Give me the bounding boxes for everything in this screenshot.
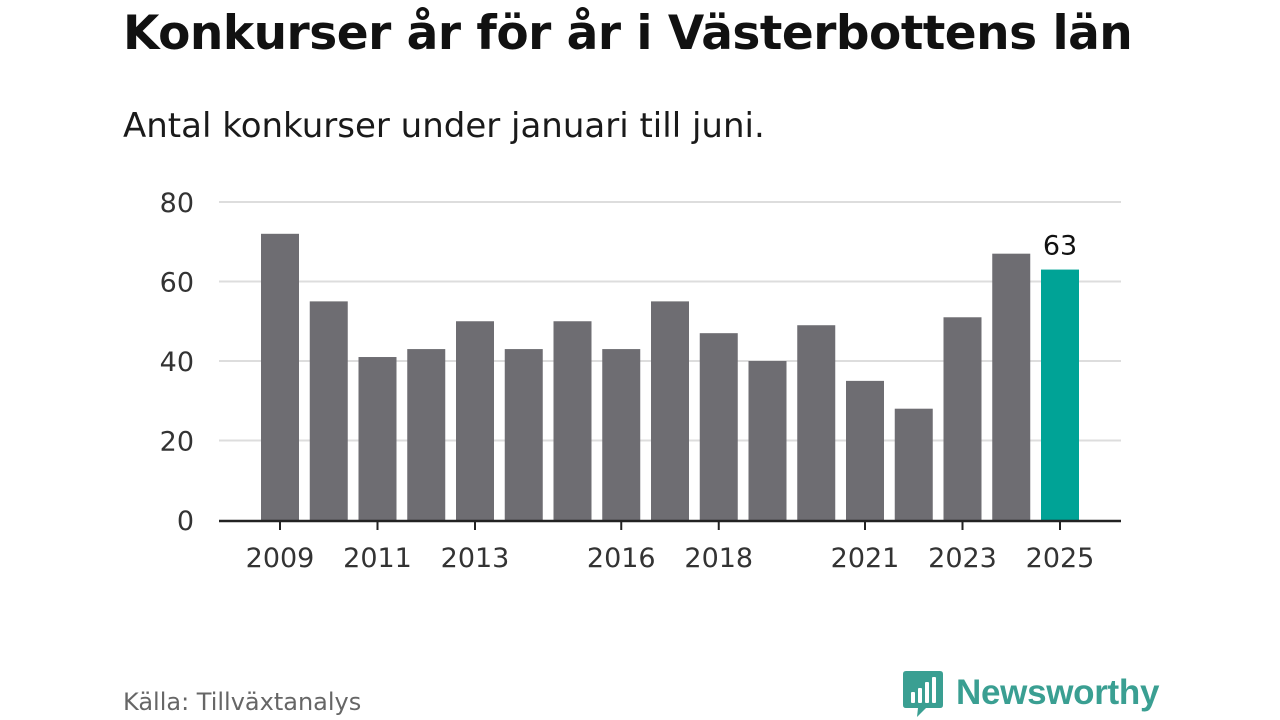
- x-tick-label: 2021: [831, 543, 900, 574]
- brand-logo: Newsworthy: [902, 668, 1159, 718]
- x-tick-label: 2018: [684, 543, 753, 574]
- bar-2025: [1041, 269, 1079, 520]
- x-tick-label: 2011: [343, 543, 412, 574]
- source-note: Källa: Tillväxtanalys: [123, 688, 362, 716]
- y-tick-label: 60: [160, 268, 194, 299]
- x-tick-label: 2025: [1026, 543, 1095, 574]
- y-tick-label: 20: [160, 427, 194, 458]
- bars: [261, 233, 1079, 521]
- bar-2016: [602, 349, 641, 520]
- labels: 0 20 40 60 80 2009 2011 2013 2016 2018 2021 2023 202…: [160, 188, 1095, 574]
- chart-subtitle: Antal konkurser under januari till juni.: [123, 106, 765, 146]
- x-tick-label: 2009: [246, 543, 315, 574]
- x-tick-label: 2013: [441, 543, 510, 574]
- bar-2017: [651, 301, 689, 520]
- axes: [219, 519, 1121, 530]
- data-label-2025: 63: [1043, 231, 1077, 262]
- x-tick-label: 2016: [587, 543, 656, 574]
- y-tick-label: 0: [177, 506, 194, 537]
- bar-2013: [456, 321, 494, 520]
- y-tick-label: 40: [160, 347, 194, 378]
- bar-2022: [894, 408, 933, 520]
- bar-2010: [309, 301, 348, 520]
- newsworthy-logo-icon: [903, 671, 943, 717]
- chart-title: Konkurser år för år i Västerbottens län: [123, 6, 1133, 61]
- brand-name: Newsworthy: [956, 673, 1160, 712]
- x-tick-label: 2023: [928, 543, 997, 574]
- bar-2014: [504, 349, 543, 520]
- bar-2019: [748, 361, 787, 520]
- bar-2023: [943, 317, 982, 520]
- bar-2020: [797, 325, 836, 520]
- bar-2015: [553, 321, 592, 520]
- bar-2009: [261, 233, 299, 521]
- bar-2018: [699, 333, 738, 520]
- bar-2024: [992, 253, 1031, 521]
- bar-chart: 0 20 40 60 80 2009 2011 2013 2016 2018 2021 2023 202…: [160, 188, 1121, 574]
- y-tick-label: 80: [160, 188, 194, 219]
- bar-2012: [407, 349, 446, 520]
- bar-2011: [358, 357, 397, 520]
- bar-2021: [846, 380, 884, 520]
